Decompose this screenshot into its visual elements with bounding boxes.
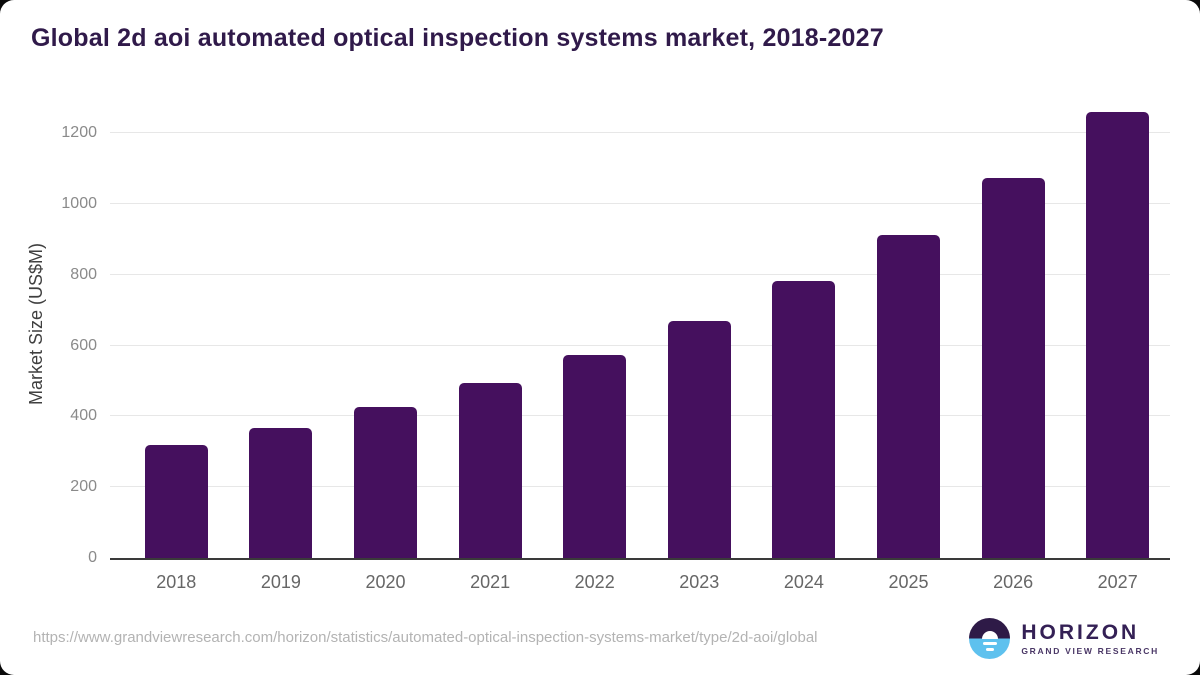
bar-2020[interactable]: [354, 407, 417, 558]
x-tick-label-2024: 2024: [783, 572, 824, 592]
bar-2026[interactable]: [981, 177, 1045, 558]
gridline: [110, 486, 1170, 488]
bar-2023[interactable]: [667, 321, 731, 558]
y-tick-label: 1200: [61, 124, 97, 141]
bar-2025[interactable]: [877, 235, 940, 558]
x-tick-label-2022: 2022: [574, 572, 615, 592]
gridline: [110, 273, 1170, 275]
x-tick-label-2026: 2026: [993, 572, 1034, 592]
horizon-logo: HORIZON GRAND VIEW RESEARCH: [969, 618, 1159, 659]
y-tick-label: 200: [70, 478, 97, 496]
bar-2022[interactable]: [563, 355, 627, 558]
y-tick-label: 600: [70, 336, 97, 354]
y-tick-label: 0: [88, 549, 97, 566]
logo-title: HORIZON: [1021, 620, 1140, 644]
x-tick-label-2027: 2027: [1097, 572, 1138, 592]
x-tick-label-2019: 2019: [260, 572, 301, 592]
logo-text: HORIZON GRAND VIEW RESEARCH: [1021, 622, 1159, 656]
x-tick-label-2023: 2023: [679, 572, 720, 592]
sun-icon: [981, 630, 998, 639]
bar-2024[interactable]: [772, 281, 836, 558]
y-axis-title: Market Size (US$M): [26, 242, 46, 406]
chart-title: Global 2d aoi automated optical inspecti…: [31, 24, 884, 52]
bar-2027[interactable]: [1086, 112, 1150, 558]
x-tick-label-2025: 2025: [888, 572, 929, 592]
x-tick-label-2018: 2018: [156, 572, 197, 592]
bar-2021[interactable]: [458, 383, 522, 558]
logo-subtitle: GRAND VIEW RESEARCH: [1021, 645, 1159, 656]
y-tick-label: 1000: [61, 194, 97, 212]
gridline: [110, 344, 1170, 346]
gridline: [110, 415, 1170, 417]
gridline: [110, 202, 1170, 204]
bar-2018[interactable]: [144, 445, 208, 558]
horizon-logo-icon: [969, 618, 1011, 659]
source-url: https://www.grandviewresearch.com/horizo…: [33, 629, 818, 646]
x-tick-label-2021: 2021: [470, 572, 511, 592]
sun-reflection-line: [982, 641, 997, 645]
y-tick-label: 400: [70, 407, 97, 425]
y-tick-label: 800: [70, 265, 97, 283]
sun-reflection-line: [985, 647, 994, 651]
plot-area: 0 200 400 600 800 1000 1200 2018 2019 2020 2021 202…: [61, 90, 1170, 592]
x-tick-label-2020: 2020: [365, 572, 406, 592]
bar-2019[interactable]: [249, 428, 313, 558]
gridline: [110, 132, 1170, 133]
